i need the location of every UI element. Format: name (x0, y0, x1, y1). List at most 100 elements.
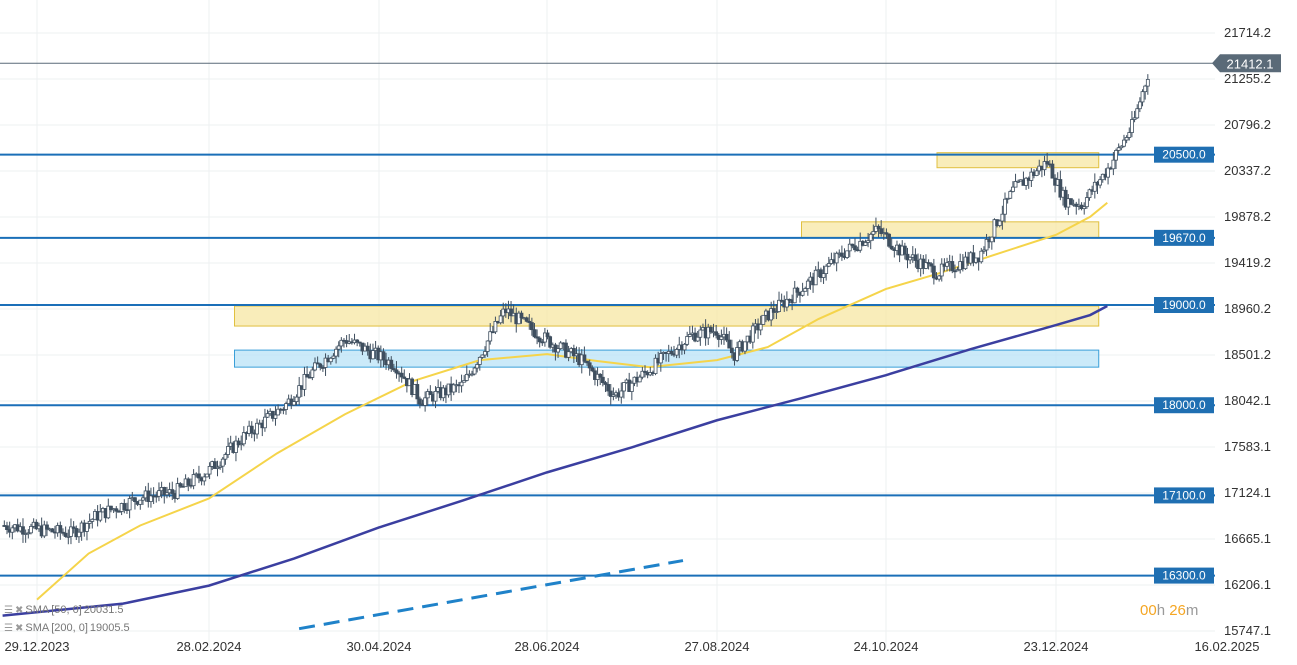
candle-up (310, 369, 315, 378)
candle-up (706, 326, 711, 339)
candle-up (77, 531, 81, 538)
candle-down (884, 232, 889, 235)
candle-up (1140, 91, 1145, 103)
close-icon[interactable]: ✖ (14, 604, 24, 616)
sma200-params: [200, 0] (51, 622, 88, 634)
candle-up (241, 432, 246, 445)
candle-up (138, 499, 143, 505)
candle-up (226, 446, 230, 455)
candle-down (727, 339, 732, 349)
candle-up (218, 465, 223, 468)
candle-down (527, 320, 532, 323)
candle-up (674, 349, 679, 356)
candle-up (1003, 198, 1007, 215)
timer-minutes: 26 (1169, 602, 1186, 619)
candle-up (313, 362, 317, 371)
candle-down (953, 270, 957, 273)
candle-up (682, 343, 687, 351)
level-label-bg (1154, 487, 1214, 504)
candle-down (529, 322, 534, 331)
candle-up (1145, 79, 1150, 87)
sma50-legend[interactable]: ☰ ✖ SMA [50, 0] 20031.5 (4, 604, 124, 616)
y-tick-label: 16665.1 (1224, 531, 1271, 546)
timer-hours-unit: h (1156, 602, 1166, 619)
candle-up (687, 334, 692, 337)
candle-up (106, 505, 111, 519)
y-tick-label: 18042.1 (1224, 393, 1271, 408)
candle-down (708, 326, 713, 333)
candle-down (535, 336, 539, 339)
candle-down (876, 225, 881, 230)
candle-up (1124, 137, 1129, 141)
candle-down (114, 508, 119, 512)
settings-icon[interactable]: ☰ (4, 604, 13, 616)
sma50-name: SMA (25, 604, 50, 616)
candle-up (834, 252, 839, 264)
y-tick-label: 17583.1 (1224, 439, 1271, 454)
close-icon[interactable]: ✖ (14, 622, 24, 634)
candle-down (853, 245, 857, 251)
candle-timer: 00h 26m (1140, 602, 1198, 619)
candle-down (170, 489, 175, 494)
candle-up (939, 263, 944, 277)
zone-support (234, 349, 1100, 368)
candle-up (207, 465, 212, 475)
candle-up (743, 341, 747, 352)
candle-up (339, 339, 344, 347)
candle-up (1029, 171, 1034, 181)
candle-down (913, 254, 918, 261)
sma200-legend[interactable]: ☰ ✖ SMA [200, 0] 19005.5 (4, 622, 130, 634)
zone-resistance (936, 152, 1100, 169)
candle-up (336, 345, 341, 350)
y-tick-label: 19878.2 (1224, 209, 1271, 224)
candle-up (866, 240, 870, 243)
candle-up (777, 299, 781, 312)
candle-up (127, 498, 132, 511)
candle-up (1122, 139, 1126, 147)
candle-down (608, 390, 613, 397)
level-label: 17100.0 (1162, 488, 1206, 502)
candle-up (202, 476, 207, 482)
candle-up (761, 314, 766, 325)
candle-down (186, 478, 191, 486)
candle-up (483, 351, 487, 356)
candle-down (850, 243, 855, 247)
candle-down (236, 440, 241, 446)
candle-up (464, 373, 469, 381)
trend-line-dashed (298, 559, 684, 631)
candle-up (750, 325, 755, 343)
timer-minutes-unit: m (1185, 602, 1199, 619)
candle-up (622, 382, 626, 392)
candle-down (197, 473, 201, 479)
x-tick-label: 30.04.2024 (346, 639, 411, 654)
candle-up (640, 370, 645, 378)
candle-up (1119, 145, 1124, 149)
candle-up (1024, 177, 1028, 186)
candle-down (585, 360, 589, 364)
candle-up (908, 256, 913, 261)
candle-up (29, 525, 33, 534)
candle-down (415, 384, 420, 400)
candle-up (997, 220, 1002, 227)
candle-up (265, 413, 270, 418)
candle-up (423, 397, 428, 406)
x-tick-label: 28.02.2024 (176, 639, 241, 654)
candle-up (1087, 189, 1092, 199)
settings-icon[interactable]: ☰ (4, 622, 13, 634)
candle-down (365, 345, 370, 352)
candle-up (784, 298, 789, 308)
candle-up (493, 321, 498, 333)
candle-up (1016, 180, 1021, 183)
candle-up (26, 532, 31, 535)
candle-down (564, 342, 568, 358)
candle-up (805, 280, 810, 289)
candle-down (122, 503, 127, 510)
candle-down (603, 382, 608, 385)
candle-down (320, 367, 325, 369)
candle-down (50, 528, 55, 533)
candle-down (178, 483, 183, 487)
candle-up (334, 348, 338, 357)
candle-up (979, 250, 984, 263)
